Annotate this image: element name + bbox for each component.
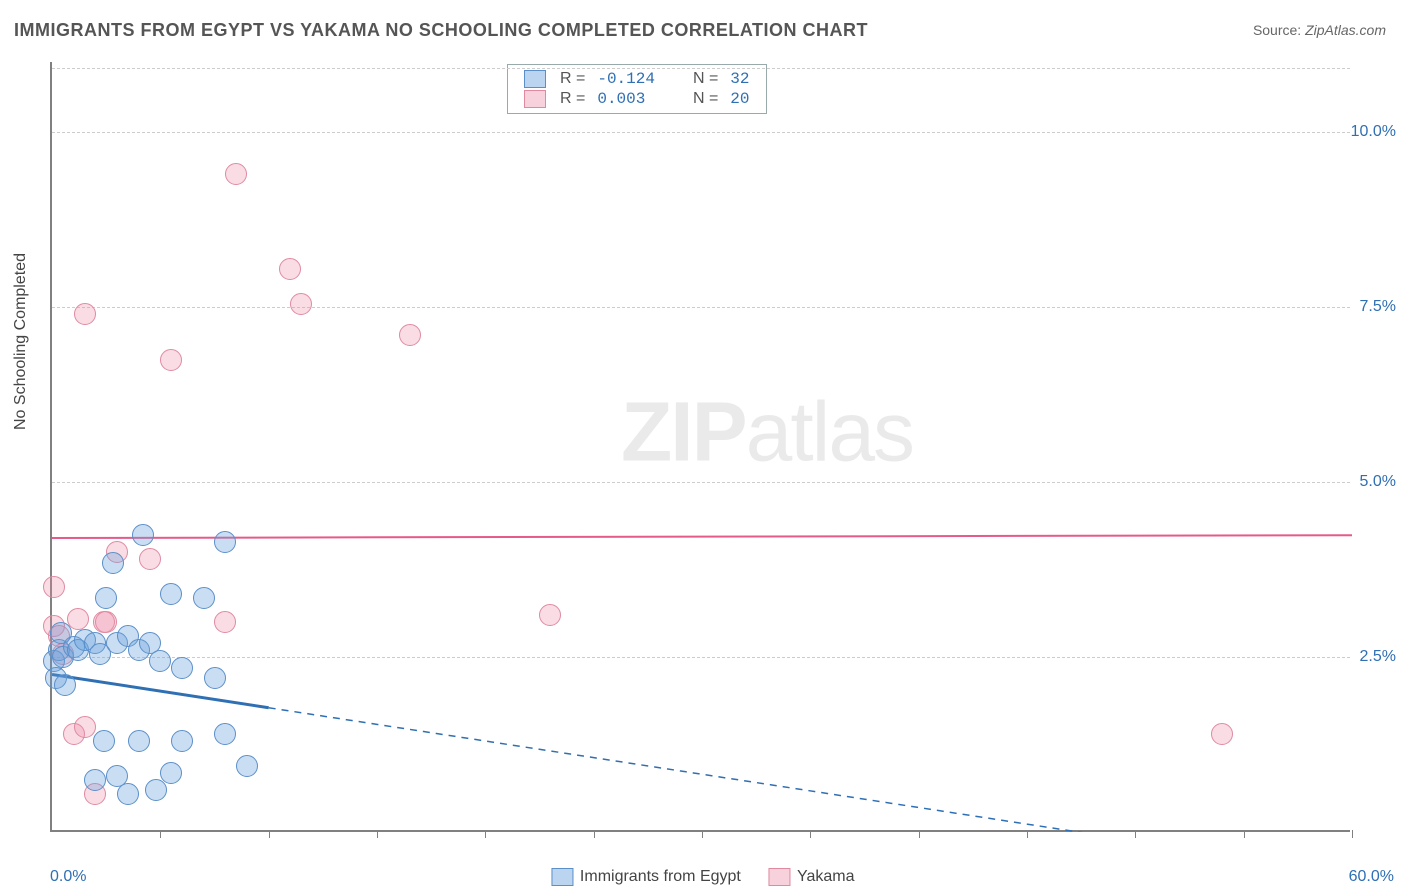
data-point-egypt [149, 650, 171, 672]
legend-swatch [524, 70, 546, 88]
data-point-yakama [290, 293, 312, 315]
data-point-egypt [214, 531, 236, 553]
gridline-h [52, 132, 1350, 133]
data-point-yakama [95, 611, 117, 633]
data-point-yakama [399, 324, 421, 346]
stat-n-label: N = [687, 89, 724, 109]
legend-stat-row: R = 0.003 N = 20 [518, 89, 756, 109]
x-tick [1135, 830, 1136, 838]
stat-n-value: 20 [724, 89, 755, 109]
data-point-egypt [128, 730, 150, 752]
chart-title: IMMIGRANTS FROM EGYPT VS YAKAMA NO SCHOO… [14, 20, 868, 41]
legend-stats-box: R = -0.124 N = 32 R = 0.003 N = 20 [507, 64, 767, 114]
x-tick [377, 830, 378, 838]
data-point-yakama [214, 611, 236, 633]
watermark-bold: ZIP [621, 384, 746, 478]
data-point-egypt [171, 657, 193, 679]
data-point-yakama [225, 163, 247, 185]
data-point-egypt [193, 587, 215, 609]
data-point-yakama [139, 548, 161, 570]
data-point-egypt [204, 667, 226, 689]
y-axis-label: No Schooling Completed [12, 253, 30, 430]
x-tick [810, 830, 811, 838]
stat-n-label: N = [687, 69, 724, 89]
data-point-yakama [74, 716, 96, 738]
data-point-egypt [132, 524, 154, 546]
source-attribution: Source: ZipAtlas.com [1253, 22, 1386, 38]
data-point-egypt [54, 674, 76, 696]
x-tick [702, 830, 703, 838]
legend-item-egypt: Immigrants from Egypt [551, 868, 740, 886]
legend-swatch [769, 868, 791, 886]
data-point-egypt [214, 723, 236, 745]
stat-r-label: R = [554, 89, 591, 109]
data-point-yakama [160, 349, 182, 371]
y-tick-label: 2.5% [1360, 648, 1396, 666]
x-tick [1352, 830, 1353, 838]
legend-swatch [524, 90, 546, 108]
stat-r-value: 0.003 [591, 89, 661, 109]
legend-item-yakama: Yakama [769, 868, 855, 886]
legend-label: Immigrants from Egypt [580, 868, 741, 885]
x-tick [485, 830, 486, 838]
data-point-yakama [539, 604, 561, 626]
gridline-h [52, 307, 1350, 308]
data-point-egypt [160, 762, 182, 784]
x-tick [594, 830, 595, 838]
watermark-light: atlas [746, 384, 913, 478]
watermark: ZIPatlas [621, 383, 913, 480]
data-point-egypt [95, 587, 117, 609]
data-point-egypt [102, 552, 124, 574]
legend-series: Immigrants from Egypt Yakama [537, 868, 868, 886]
x-tick [160, 830, 161, 838]
x-tick [1027, 830, 1028, 838]
data-point-yakama [1211, 723, 1233, 745]
data-point-yakama [67, 608, 89, 630]
data-point-egypt [160, 583, 182, 605]
stat-n-value: 32 [724, 69, 755, 89]
data-point-egypt [117, 783, 139, 805]
data-point-yakama [74, 303, 96, 325]
stat-r-label: R = [554, 69, 591, 89]
source-value: ZipAtlas.com [1305, 22, 1386, 38]
data-point-egypt [93, 730, 115, 752]
data-point-yakama [43, 576, 65, 598]
source-label: Source: [1253, 22, 1305, 38]
gridline-h [52, 482, 1350, 483]
legend-label: Yakama [797, 868, 855, 885]
data-point-egypt [236, 755, 258, 777]
y-tick-label: 10.0% [1351, 123, 1396, 141]
legend-swatch [551, 868, 573, 886]
x-tick [269, 830, 270, 838]
data-point-egypt [171, 730, 193, 752]
gridline-h [52, 657, 1350, 658]
data-point-egypt [145, 779, 167, 801]
scatter-chart: ZIPatlas R = -0.124 N = 32 R = 0.003 N = 20 [50, 62, 1350, 832]
legend-stat-row: R = -0.124 N = 32 [518, 69, 756, 89]
x-axis-max-label: 60.0% [1349, 868, 1394, 886]
gridline-h [52, 68, 1350, 69]
data-point-yakama [279, 258, 301, 280]
data-point-egypt [84, 769, 106, 791]
x-tick [1244, 830, 1245, 838]
y-tick-label: 5.0% [1360, 473, 1396, 491]
x-axis-min-label: 0.0% [50, 868, 86, 886]
stat-r-value: -0.124 [591, 69, 661, 89]
x-tick [919, 830, 920, 838]
y-tick-label: 7.5% [1360, 298, 1396, 316]
